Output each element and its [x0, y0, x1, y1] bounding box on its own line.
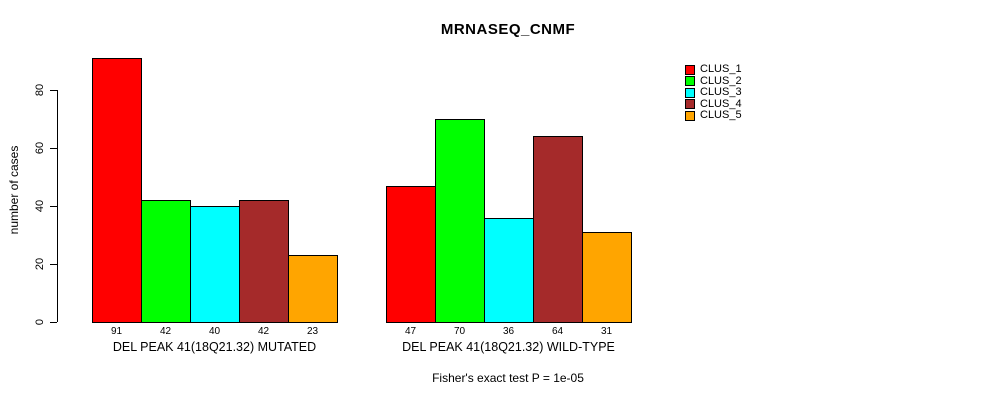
legend-label: CLUS_4: [700, 97, 742, 110]
bar-value-label: 47: [404, 326, 417, 337]
group-label-mutated: DEL PEAK 41(18Q21.32) MUTATED: [112, 340, 317, 354]
y-tick-label-80: 80: [34, 83, 46, 97]
bar-CLUS_4-group2: [533, 136, 583, 323]
bar-CLUS_5-group1: [288, 255, 338, 323]
bar-CLUS_3-group1: [190, 206, 240, 323]
bar-value-label: 31: [600, 326, 613, 337]
legend-label: CLUS_3: [700, 86, 742, 99]
legend-item-clus_3: CLUS_3: [685, 87, 742, 98]
y-tick-label-60: 60: [34, 141, 46, 155]
bar-CLUS_4-group1: [239, 200, 289, 323]
legend-item-clus_1: CLUS_1: [685, 64, 742, 75]
bar-value-label: 40: [208, 326, 221, 337]
bar-CLUS_3-group2: [484, 217, 534, 323]
legend-swatch-icon: [685, 64, 695, 75]
y-tick-60: [50, 147, 57, 149]
bar-CLUS_5-group2: [582, 232, 632, 323]
legend-item-clus_4: CLUS_4: [685, 97, 742, 110]
fisher-test-caption: Fisher's exact test P = 1e-05: [432, 371, 584, 385]
y-tick-label-40: 40: [34, 199, 46, 213]
bar-value-label: 91: [110, 326, 123, 337]
bar-value-label: 70: [453, 326, 466, 337]
bar-CLUS_2-group1: [141, 200, 191, 323]
legend-swatch-icon: [685, 87, 695, 98]
bar-value-label: 36: [502, 326, 515, 337]
bar-CLUS_1-group1: [92, 58, 142, 323]
y-tick-20: [50, 263, 57, 265]
bar-value-label: 23: [306, 326, 319, 337]
bar-value-label: 64: [551, 326, 564, 337]
bar-value-label: 42: [257, 326, 270, 337]
bar-value-label: 42: [159, 326, 172, 337]
y-axis: [57, 90, 58, 322]
y-tick-80: [50, 89, 57, 91]
legend-label: CLUS_2: [700, 74, 742, 87]
legend-item-clus_5: CLUS_5: [685, 110, 742, 121]
y-axis-label: number of cases: [7, 145, 21, 235]
y-tick-label-20: 20: [34, 257, 46, 271]
legend-swatch-icon: [685, 110, 695, 121]
bar-CLUS_2-group2: [435, 119, 485, 323]
y-tick-40: [50, 205, 57, 207]
legend-label: CLUS_1: [700, 63, 742, 75]
group-label-wild-type: DEL PEAK 41(18Q21.32) WILD-TYPE: [402, 340, 615, 354]
chart-title: MRNASEQ_CNMF: [440, 21, 576, 38]
bar-CLUS_1-group2: [386, 185, 436, 323]
y-tick-0: [50, 321, 57, 323]
legend: CLUS_1 CLUS_2 CLUS_3 CLUS_4 CLUS_5: [685, 64, 742, 122]
legend-label: CLUS_5: [700, 109, 742, 122]
legend-swatch-icon: [685, 99, 695, 110]
legend-item-clus_2: CLUS_2: [685, 74, 742, 87]
y-tick-label-0: 0: [34, 318, 46, 326]
legend-swatch-icon: [685, 76, 695, 87]
